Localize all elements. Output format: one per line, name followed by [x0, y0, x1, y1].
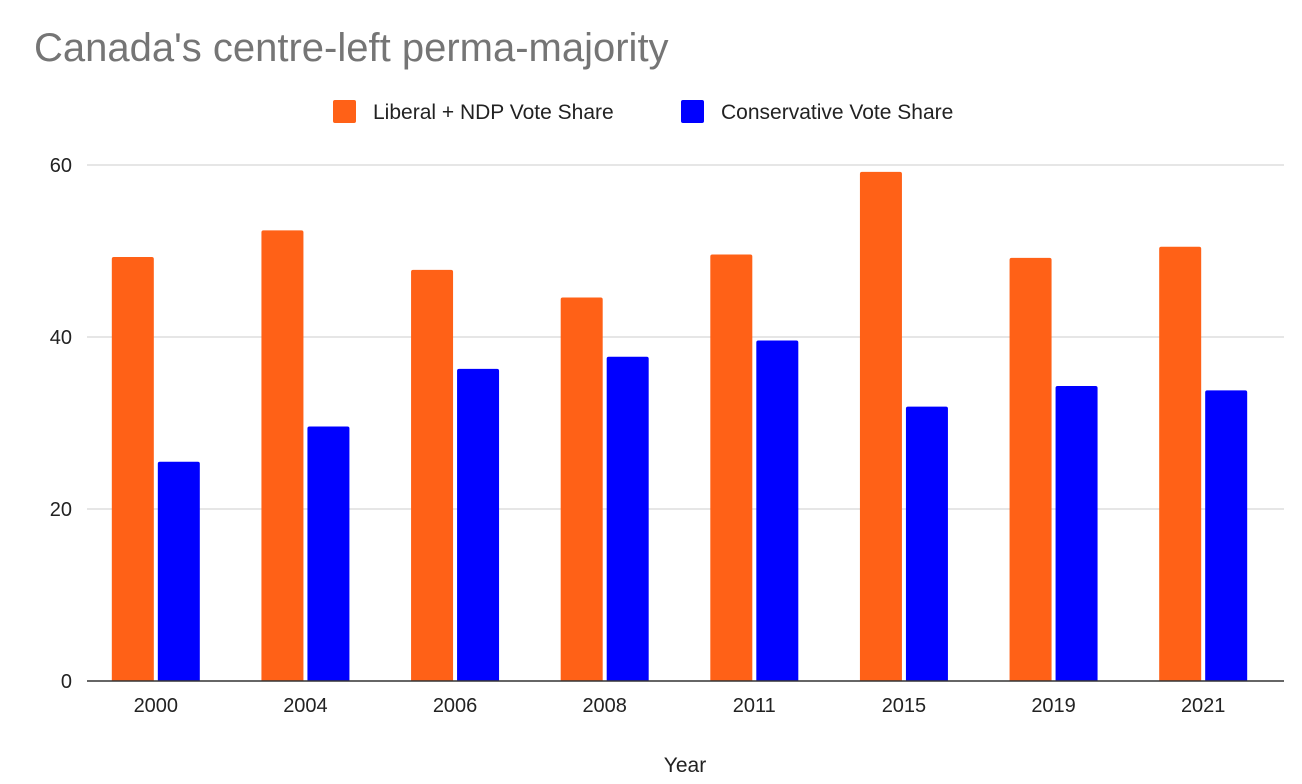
bar-conservative-2015	[905, 406, 948, 681]
bar-conservative-2021	[1205, 390, 1248, 681]
bar-liberal-ndp-2000	[111, 257, 154, 681]
x-tick-label-2015: 2015	[882, 695, 927, 717]
bar-liberal-ndp-2021	[1159, 246, 1202, 681]
bar-conservative-2019	[1055, 386, 1098, 681]
bar-conservative-2008	[606, 356, 649, 681]
bar-liberal-ndp-2011	[710, 254, 753, 681]
bar-conservative-2011	[756, 340, 799, 681]
x-tick-label-2008: 2008	[582, 695, 627, 717]
y-tick-label-60: 60	[50, 155, 72, 177]
bar-liberal-ndp-2019	[1009, 257, 1052, 681]
x-tick-label-2006: 2006	[433, 695, 478, 717]
legend-label-liberal-ndp: Liberal + NDP Vote Share	[373, 101, 614, 124]
bar-conservative-2000	[157, 461, 200, 681]
x-axis-title: Year	[664, 754, 706, 777]
x-tick-label-2011: 2011	[733, 695, 776, 717]
y-tick-label-20: 20	[50, 499, 72, 521]
y-tick-label-40: 40	[50, 327, 72, 349]
x-tick-label-2019: 2019	[1031, 695, 1076, 717]
x-tick-label-2021: 2021	[1181, 695, 1226, 717]
x-tick-label-2000: 2000	[134, 695, 179, 717]
y-tick-label-0: 0	[61, 671, 72, 693]
legend-label-conservative: Conservative Vote Share	[721, 101, 953, 124]
bar-liberal-ndp-2015	[859, 171, 902, 681]
bar-conservative-2004	[307, 426, 350, 681]
bar-conservative-2006	[457, 368, 500, 681]
bar-liberal-ndp-2004	[261, 230, 304, 682]
bar-liberal-ndp-2008	[560, 297, 603, 681]
bar-liberal-ndp-2006	[411, 269, 454, 681]
chart-title: Canada's centre-left perma-majority	[34, 26, 669, 70]
legend-swatch-liberal-ndp	[333, 100, 356, 123]
x-tick-label-2004: 2004	[283, 695, 328, 717]
legend-swatch-conservative	[681, 100, 704, 123]
